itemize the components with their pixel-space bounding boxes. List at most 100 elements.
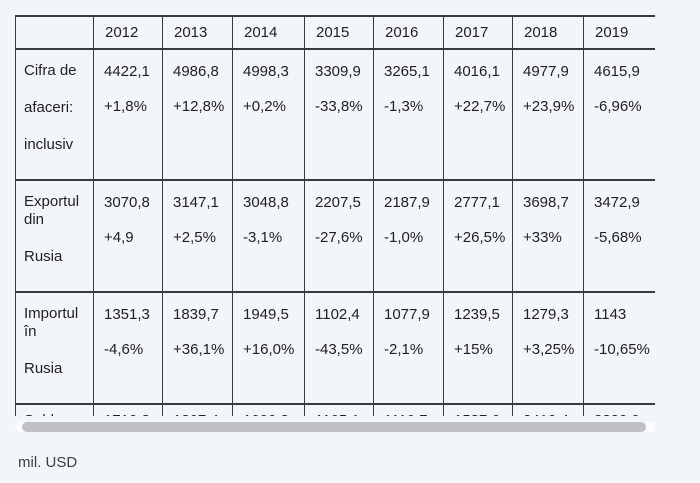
data-cell: 4998,3 +0,2%	[232, 48, 305, 181]
cell-value: 1537,6	[454, 412, 508, 417]
data-cell: 3265,1 -1,3%	[373, 48, 444, 181]
cell-value: 2207,5	[315, 194, 361, 211]
year-header-2018: 2018	[512, 15, 584, 50]
cell-change: +2,5%	[173, 229, 216, 246]
cell-value: 1719,3	[104, 412, 158, 417]
cell-change: +26,5%	[454, 229, 506, 246]
row-label-line: Rusia	[24, 248, 63, 265]
row-label-line: Sold	[24, 412, 89, 417]
data-cell: 1307,4	[162, 403, 233, 417]
cell-value: 1239,5	[454, 306, 500, 323]
cell-value: 3048,8	[243, 194, 289, 211]
cell-change: +1,8%	[104, 98, 147, 115]
trade-table: 2012 2013 2014 2015 2016 2017 2018 2019 …	[15, 15, 655, 416]
data-cell: 1102,4 -43,5%	[304, 291, 374, 405]
year-header-2012: 2012	[93, 15, 163, 50]
cell-value: 1105,1	[315, 412, 369, 417]
cell-value: 1110,7	[384, 412, 439, 417]
cell-value: 1307,4	[173, 412, 228, 417]
table-row-exportul-din-rusia: Exportul din Rusia 3070,8 +4,9 3147,1 +2,5…	[15, 179, 655, 293]
cell-change: +12,8%	[173, 98, 225, 115]
table-row-importul-in-rusia: Importul în Rusia 1351,3 -4,6% 1839,7 +36,…	[15, 291, 655, 405]
row-label-line: Exportul din	[24, 193, 80, 228]
data-cell: 1719,3	[93, 403, 163, 417]
data-cell: 1143 -10,65%	[583, 291, 655, 405]
data-cell: 2419,4	[512, 403, 584, 417]
data-cell: 2207,5 -27,6%	[304, 179, 374, 293]
data-cell: 3147,1 +2,5%	[162, 179, 233, 293]
cell-value: 3070,8	[104, 194, 150, 211]
cell-value: 4016,1	[454, 63, 500, 80]
year-header-2013: 2013	[162, 15, 233, 50]
row-label: Exportul din Rusia	[15, 179, 94, 293]
cell-value: 1839,7	[173, 306, 219, 323]
row-label: Sold	[15, 403, 94, 417]
row-label-line: afaceri:	[24, 99, 74, 116]
cell-value: 1351,3	[104, 306, 150, 323]
cell-change: -6,96%	[594, 98, 642, 115]
cell-value: 4998,3	[243, 63, 289, 80]
cell-change: -33,8%	[315, 98, 363, 115]
data-cell: 2329,9	[583, 403, 655, 416]
cell-value: 3309,9	[315, 63, 361, 80]
year-header-2017: 2017	[443, 15, 513, 50]
data-cell: 4016,1 +22,7%	[443, 48, 513, 181]
cell-change: +22,7%	[454, 98, 506, 115]
data-cell: 4977,9 +23,9%	[512, 48, 584, 181]
horizontal-scrollbar-track[interactable]	[15, 422, 655, 432]
table-scroll-viewport: 2012 2013 2014 2015 2016 2017 2018 2019 …	[15, 15, 655, 416]
table-row-sold: Sold 1719,3 1307,4 1099,3 1105,1 1110,7 …	[15, 403, 655, 417]
cell-value: 4422,1	[104, 63, 150, 80]
units-note: mil. USD	[18, 454, 78, 471]
cell-value: 1143	[594, 306, 627, 323]
row-label-line: Cifra de	[24, 62, 77, 79]
cell-change: -10,65%	[594, 341, 650, 358]
year-header-2019: 2019	[583, 15, 655, 50]
data-cell: 3472,9 -5,68%	[583, 179, 655, 293]
data-cell: 4986,8 +12,8%	[162, 48, 233, 181]
year-header-2014: 2014	[232, 15, 305, 50]
row-label-line: Rusia	[24, 360, 63, 377]
cell-change: +33%	[523, 229, 562, 246]
data-cell: 1110,7	[373, 403, 444, 417]
row-label: Importul în Rusia	[15, 291, 94, 405]
data-cell: 3070,8 +4,9	[93, 179, 163, 293]
data-cell: 1105,1	[304, 403, 374, 417]
cell-change: -1,0%	[384, 229, 424, 246]
year-header-2015: 2015	[304, 15, 374, 50]
data-cell: 1239,5 +15%	[443, 291, 513, 405]
data-cell: 1099,3	[232, 403, 305, 416]
data-cell: 4422,1 +1,8%	[93, 48, 163, 181]
cell-change: +23,9%	[523, 98, 575, 115]
year-header-2016: 2016	[373, 15, 444, 50]
cell-value: 3698,7	[523, 194, 569, 211]
cell-change: +0,2%	[243, 98, 286, 115]
data-cell: 1839,7 +36,1%	[162, 291, 233, 405]
cell-value: 2777,1	[454, 194, 500, 211]
cell-change: +36,1%	[173, 341, 225, 358]
data-cell: 4615,9 -6,96%	[583, 48, 655, 181]
data-cell: 1351,3 -4,6%	[93, 291, 163, 405]
cell-change: -2,1%	[384, 341, 424, 358]
cell-change: -1,3%	[384, 98, 424, 115]
data-cell: 2777,1 +26,5%	[443, 179, 513, 293]
data-cell: 3309,9 -33,8%	[304, 48, 374, 181]
corner-cell	[15, 15, 94, 50]
table-row-cifra-de-afaceri: Cifra de afaceri: inclusiv 4422,1 +1,8% 4…	[15, 48, 655, 181]
row-label-line: Importul în	[24, 305, 79, 340]
cell-change: -27,6%	[315, 229, 363, 246]
cell-change: +4,9	[104, 229, 134, 246]
cell-value: 4986,8	[173, 63, 219, 80]
data-cell: 1279,3 +3,25%	[512, 291, 584, 405]
cell-change: +3,25%	[523, 341, 575, 358]
cell-value: 2187,9	[384, 194, 430, 211]
header-row: 2012 2013 2014 2015 2016 2017 2018 2019	[15, 15, 655, 50]
data-cell: 3698,7 +33%	[512, 179, 584, 293]
cell-value: 3472,9	[594, 194, 640, 211]
cell-value: 4615,9	[594, 63, 640, 80]
cell-value: 2419,4	[523, 412, 579, 417]
cell-value: 1279,3	[523, 306, 569, 323]
cell-change: -5,68%	[594, 229, 642, 246]
horizontal-scrollbar-thumb[interactable]	[22, 422, 646, 432]
